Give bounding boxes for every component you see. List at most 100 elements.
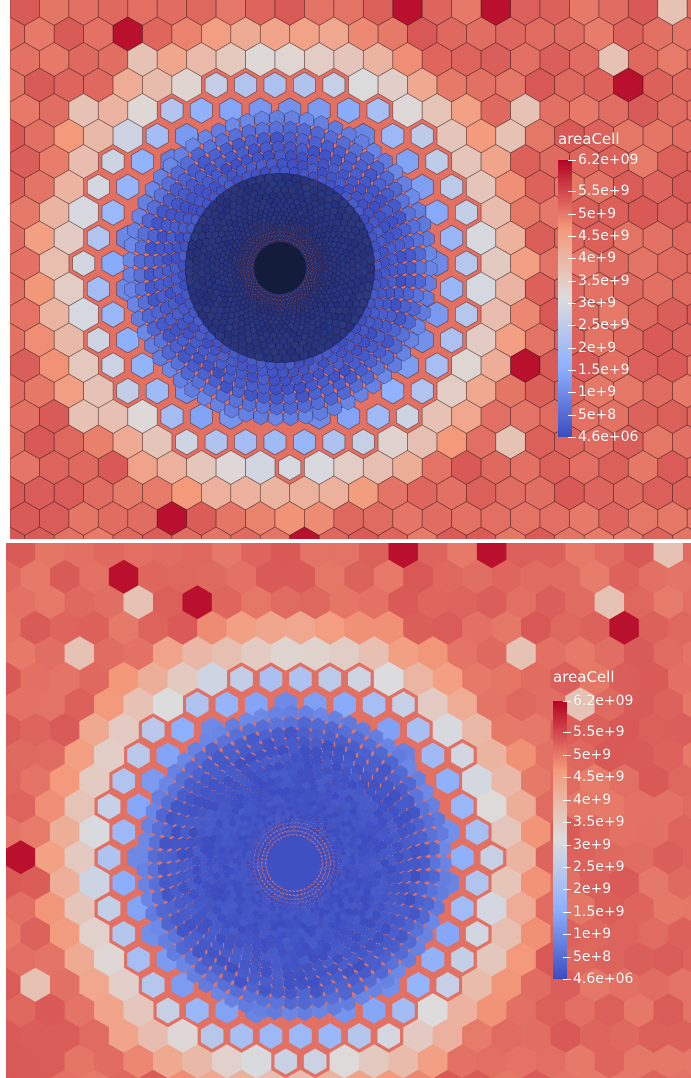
mesh-cell (292, 234, 297, 239)
mesh-cell (320, 891, 325, 897)
mesh-cell (321, 855, 326, 860)
mesh-cell (326, 829, 331, 835)
mesh-cell (257, 885, 262, 891)
mesh-cell (322, 830, 327, 837)
mesh-cell (86, 224, 110, 252)
mesh-cell (321, 878, 326, 884)
mesh-cell (325, 868, 330, 874)
mesh-cell (310, 239, 316, 245)
colorbar-tick (563, 956, 571, 958)
mesh-cell (281, 231, 286, 237)
mesh-cell (116, 377, 140, 405)
mesh-cell (259, 1023, 283, 1050)
mesh-cell (236, 258, 241, 264)
mesh-cell (101, 148, 125, 175)
mesh-cell (313, 896, 319, 902)
mesh-cell (171, 67, 202, 103)
mesh-cell (284, 827, 289, 832)
mesh-cell (112, 819, 136, 846)
mesh-cell (276, 834, 281, 840)
mesh-cell (310, 894, 314, 900)
mesh-cell (233, 250, 239, 257)
mesh-cell (314, 276, 319, 282)
mesh-cell (257, 844, 262, 850)
mesh-cell (333, 691, 356, 718)
colorbar-tick-label: 3e+9 (578, 295, 617, 312)
mesh-cell (281, 223, 287, 229)
mesh-cell (287, 294, 291, 300)
mesh-cell (263, 851, 267, 857)
mesh-cell (257, 858, 262, 863)
mesh-cell (237, 278, 243, 285)
mesh-cell (293, 891, 298, 896)
mesh-cell (333, 869, 338, 875)
mesh-cell (313, 882, 318, 887)
mesh-cell (366, 97, 390, 124)
mesh-cell (234, 71, 257, 99)
mesh-cell (321, 851, 325, 857)
mesh-cell (236, 274, 242, 281)
colorbar-tick (568, 437, 576, 438)
mesh-cell (280, 897, 285, 902)
mesh-cell (254, 870, 260, 876)
colorbar-tick (563, 867, 571, 869)
colorbar-tick-label: 4.5e+9 (573, 769, 625, 786)
mesh-cell (112, 118, 143, 154)
mesh-cell (202, 798, 213, 811)
mesh-cell (314, 237, 320, 244)
mesh-cell (288, 233, 293, 238)
mesh-cell (299, 297, 304, 303)
mesh-cell (244, 876, 250, 884)
mesh-cell (235, 246, 241, 253)
mesh-cell (313, 892, 318, 898)
mesh-cell (127, 946, 150, 973)
mesh-cell (301, 831, 305, 837)
mesh-cell (127, 793, 150, 820)
mesh-cell (277, 223, 283, 229)
mesh-cell (317, 838, 322, 843)
mesh-cell (336, 849, 342, 856)
mesh-cell (300, 810, 306, 817)
mesh-cell (318, 1023, 342, 1050)
mesh-cell (281, 901, 286, 907)
mesh-cell (254, 866, 259, 872)
mesh-cell (686, 0, 691, 20)
mesh-cell (425, 148, 449, 175)
mesh-cell (283, 227, 289, 233)
mesh-cell (239, 264, 244, 270)
mesh-cell (686, 252, 691, 275)
mesh-cell (204, 428, 228, 456)
colorbar-tick (568, 370, 576, 372)
mesh-cell (335, 844, 341, 851)
mesh-cell (302, 815, 308, 821)
mesh-cell (279, 824, 284, 830)
mesh-cell (227, 1069, 256, 1078)
mesh-cell (283, 889, 287, 895)
mesh-cell (264, 873, 269, 878)
mesh-cell (97, 895, 121, 922)
mesh-cell (672, 526, 691, 539)
mesh-cell (246, 850, 252, 856)
mesh-cell (366, 403, 390, 430)
mesh-cell (247, 280, 252, 286)
mesh-cell (406, 972, 430, 999)
mesh-cell (308, 826, 313, 831)
mesh-cell (256, 1069, 286, 1078)
mesh-cell (112, 768, 136, 795)
mesh-cell (273, 898, 278, 904)
colorbar-tick-label: 2.5e+9 (573, 859, 625, 876)
mesh-cell (329, 892, 335, 899)
mesh-cell (580, 1069, 610, 1078)
mesh-cell (686, 405, 691, 428)
mesh-cell (259, 850, 264, 856)
mesh-cell (86, 173, 110, 201)
mesh-cell (609, 1069, 639, 1078)
mesh-cell (302, 828, 307, 833)
mesh-cell (307, 271, 312, 276)
mesh-cell (275, 821, 280, 827)
mesh-cell (289, 902, 295, 908)
mesh-cell (326, 857, 331, 863)
mesh-cell (337, 863, 343, 869)
mesh-cell (116, 173, 140, 201)
colorbar-tick (568, 213, 576, 215)
